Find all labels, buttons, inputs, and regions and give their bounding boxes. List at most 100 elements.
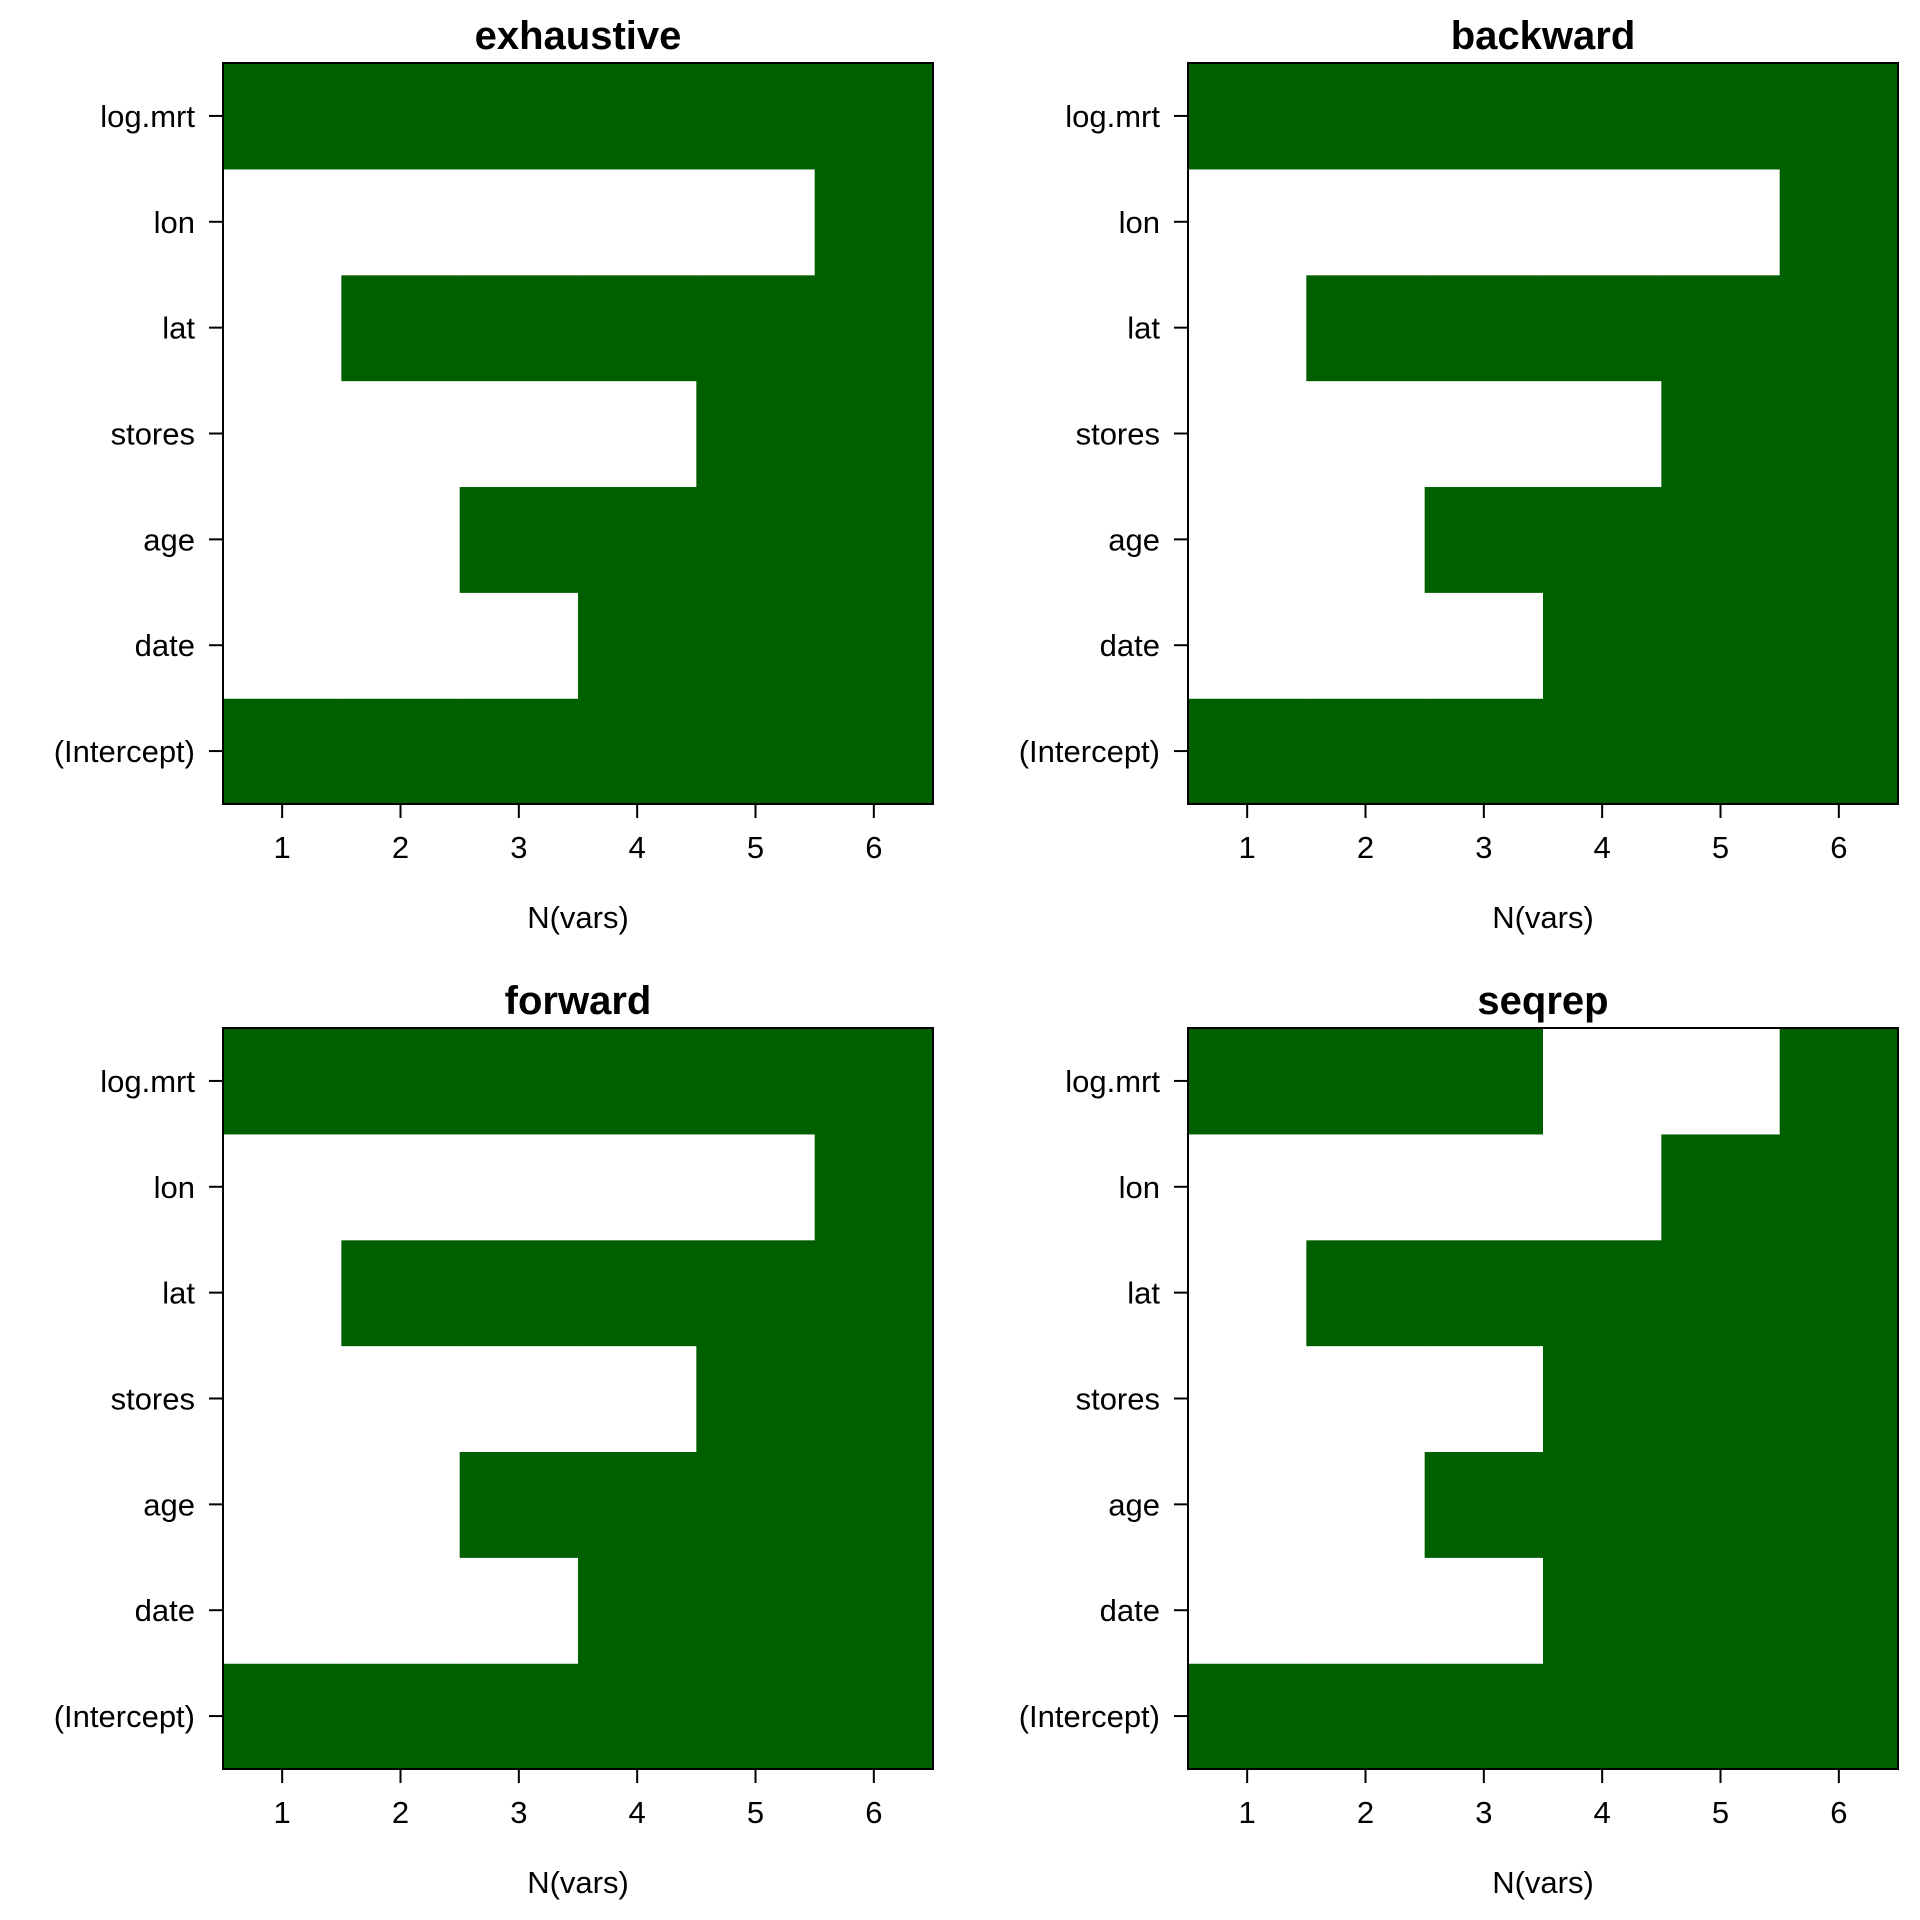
y-tick-label-(Intercept): (Intercept) xyxy=(54,1699,195,1734)
cell-date-5 xyxy=(696,1557,816,1664)
y-tick-label-log.mrt: log.mrt xyxy=(1065,99,1160,134)
cell-age-2 xyxy=(341,486,461,593)
cell-age-4 xyxy=(578,1451,697,1558)
cell-(Intercept)-5 xyxy=(696,1663,816,1770)
cell-date-3 xyxy=(1424,1557,1544,1664)
y-tick-label-date: date xyxy=(1100,1593,1160,1628)
cell-lat-3 xyxy=(1424,1239,1544,1347)
cell-(Intercept)-6 xyxy=(1779,1663,1899,1770)
cell-stores-3 xyxy=(459,380,579,488)
y-tick-label-age: age xyxy=(1108,1487,1160,1522)
cell-lat-5 xyxy=(1661,1239,1781,1347)
cell-(Intercept)-1 xyxy=(1188,1663,1307,1770)
cell-date-2 xyxy=(341,1557,461,1664)
cell-age-1 xyxy=(223,1451,342,1558)
cell-age-5 xyxy=(696,486,816,593)
cell-log.mrt-5 xyxy=(1661,63,1781,170)
x-axis-label: N(vars) xyxy=(527,1865,629,1900)
x-tick-label-2: 2 xyxy=(1357,830,1374,865)
cell-lon-1 xyxy=(223,1133,342,1241)
cell-date-1 xyxy=(223,1557,342,1664)
cell-stores-4 xyxy=(1543,380,1662,488)
chart-panel-backward: backward (Intercept) date age stores lat lon lo… xyxy=(1019,14,1899,935)
cell-(Intercept)-4 xyxy=(578,698,697,805)
x-tick-label-4: 4 xyxy=(1594,1795,1611,1830)
cell-lat-1 xyxy=(1188,1239,1307,1347)
cell-log.mrt-3 xyxy=(1424,63,1544,170)
x-tick-label-3: 3 xyxy=(1475,1795,1492,1830)
y-tick-label-(Intercept): (Intercept) xyxy=(54,734,195,769)
chart-panel-seqrep: seqrep (Intercept) date age stores lat lon log.… xyxy=(1019,979,1899,1900)
cell-stores-6 xyxy=(1779,1345,1899,1453)
cell-(Intercept)-2 xyxy=(1306,1663,1426,1770)
chart-title: exhaustive xyxy=(475,14,682,58)
cell-log.mrt-5 xyxy=(696,63,816,170)
y-tick-label-lat: lat xyxy=(1127,1276,1160,1311)
cell-date-1 xyxy=(1188,592,1307,699)
cell-lat-1 xyxy=(223,274,342,382)
cell-(Intercept)-4 xyxy=(1543,1663,1662,1770)
y-tick-label-lon: lon xyxy=(154,205,195,240)
cell-stores-3 xyxy=(1424,1345,1544,1453)
cell-age-1 xyxy=(1188,1451,1307,1558)
cell-stores-4 xyxy=(1543,1345,1662,1453)
cell-date-5 xyxy=(1661,592,1781,699)
cell-lon-1 xyxy=(1188,1133,1307,1241)
cell-(Intercept)-6 xyxy=(814,1663,934,1770)
cell-lon-4 xyxy=(578,168,697,276)
cell-log.mrt-3 xyxy=(1424,1028,1544,1135)
cell-lat-5 xyxy=(696,274,816,382)
cell-lat-6 xyxy=(814,1239,934,1347)
x-tick-label-3: 3 xyxy=(1475,830,1492,865)
cell-(Intercept)-2 xyxy=(341,698,461,805)
cell-stores-5 xyxy=(696,380,816,488)
cell-stores-1 xyxy=(1188,1345,1307,1453)
cell-lon-1 xyxy=(1188,168,1307,276)
x-tick-label-3: 3 xyxy=(510,1795,527,1830)
cell-lat-5 xyxy=(696,1239,816,1347)
cell-log.mrt-4 xyxy=(1543,1028,1662,1135)
cell-stores-5 xyxy=(696,1345,816,1453)
x-tick-label-5: 5 xyxy=(1712,1795,1729,1830)
x-tick-label-1: 1 xyxy=(274,1795,291,1830)
cell-lon-5 xyxy=(696,1133,816,1241)
y-tick-label-log.mrt: log.mrt xyxy=(1065,1064,1160,1099)
cell-(Intercept)-5 xyxy=(696,698,816,805)
cell-age-5 xyxy=(696,1451,816,1558)
cell-age-5 xyxy=(1661,1451,1781,1558)
cell-age-4 xyxy=(1543,486,1662,593)
y-tick-label-(Intercept): (Intercept) xyxy=(1019,734,1160,769)
cell-date-6 xyxy=(814,592,934,699)
cell-(Intercept)-1 xyxy=(1188,698,1307,805)
cell-lat-4 xyxy=(578,274,697,382)
x-tick-label-4: 4 xyxy=(1594,830,1611,865)
cell-(Intercept)-2 xyxy=(1306,698,1426,805)
cell-date-1 xyxy=(1188,1557,1307,1664)
cell-stores-2 xyxy=(341,380,461,488)
cell-date-3 xyxy=(1424,592,1544,699)
y-tick-label-lon: lon xyxy=(1119,205,1160,240)
cell-lat-3 xyxy=(459,274,579,382)
cell-age-2 xyxy=(341,1451,461,1558)
cell-(Intercept)-5 xyxy=(1661,1663,1781,1770)
cell-(Intercept)-1 xyxy=(223,698,342,805)
cell-(Intercept)-5 xyxy=(1661,698,1781,805)
x-tick-label-1: 1 xyxy=(274,830,291,865)
y-tick-label-stores: stores xyxy=(1076,417,1160,452)
cell-age-1 xyxy=(1188,486,1307,593)
cell-(Intercept)-3 xyxy=(459,698,579,805)
cell-lon-4 xyxy=(1543,1133,1662,1241)
cell-age-5 xyxy=(1661,486,1781,593)
cell-lon-2 xyxy=(341,1133,461,1241)
x-tick-label-4: 4 xyxy=(629,1795,646,1830)
y-tick-label-date: date xyxy=(135,628,195,663)
cell-stores-5 xyxy=(1661,380,1781,488)
cell-date-2 xyxy=(341,592,461,699)
cell-date-3 xyxy=(459,592,579,699)
cell-age-4 xyxy=(1543,1451,1662,1558)
cell-log.mrt-5 xyxy=(1661,1028,1781,1135)
cell-log.mrt-2 xyxy=(341,63,461,170)
x-tick-label-2: 2 xyxy=(1357,1795,1374,1830)
cell-date-6 xyxy=(1779,1557,1899,1664)
x-tick-label-6: 6 xyxy=(865,1795,882,1830)
